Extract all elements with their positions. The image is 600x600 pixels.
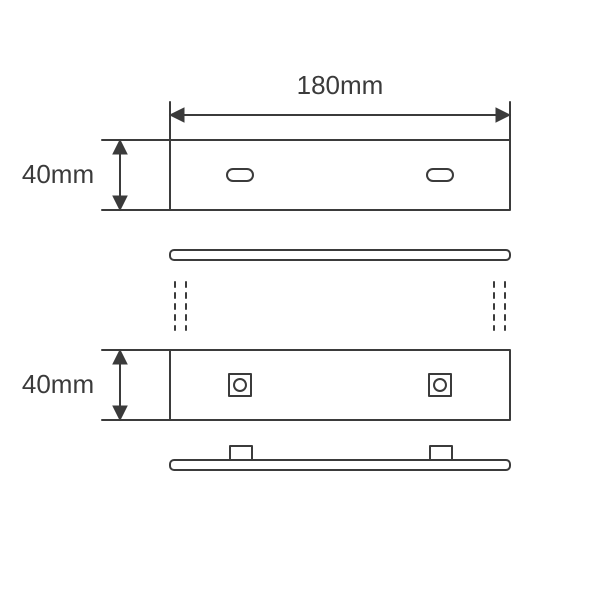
plate-a-slot — [227, 169, 253, 181]
arrowhead — [113, 350, 127, 364]
arrowhead — [113, 140, 127, 154]
arrowhead — [113, 196, 127, 210]
plate-b-edge — [170, 460, 510, 470]
arrowhead — [170, 108, 184, 122]
plate-b-tab — [230, 446, 252, 460]
technical-drawing: 180mm 40mm 40mm — [0, 0, 600, 600]
plate-b-outline — [170, 350, 510, 420]
plate-a-slot — [427, 169, 453, 181]
plate-a-outline — [170, 140, 510, 210]
dim-label-h1: 40mm — [22, 159, 94, 189]
dim-label-h2: 40mm — [22, 369, 94, 399]
arrowhead — [496, 108, 510, 122]
plate-b-hole-circle — [234, 379, 246, 391]
arrowhead — [113, 406, 127, 420]
plate-a-edge — [170, 250, 510, 260]
plate-b-hole-square — [229, 374, 251, 396]
plate-b-tab — [430, 446, 452, 460]
plate-b-hole-square — [429, 374, 451, 396]
dim-label-width: 180mm — [297, 70, 384, 100]
plate-b-hole-circle — [434, 379, 446, 391]
